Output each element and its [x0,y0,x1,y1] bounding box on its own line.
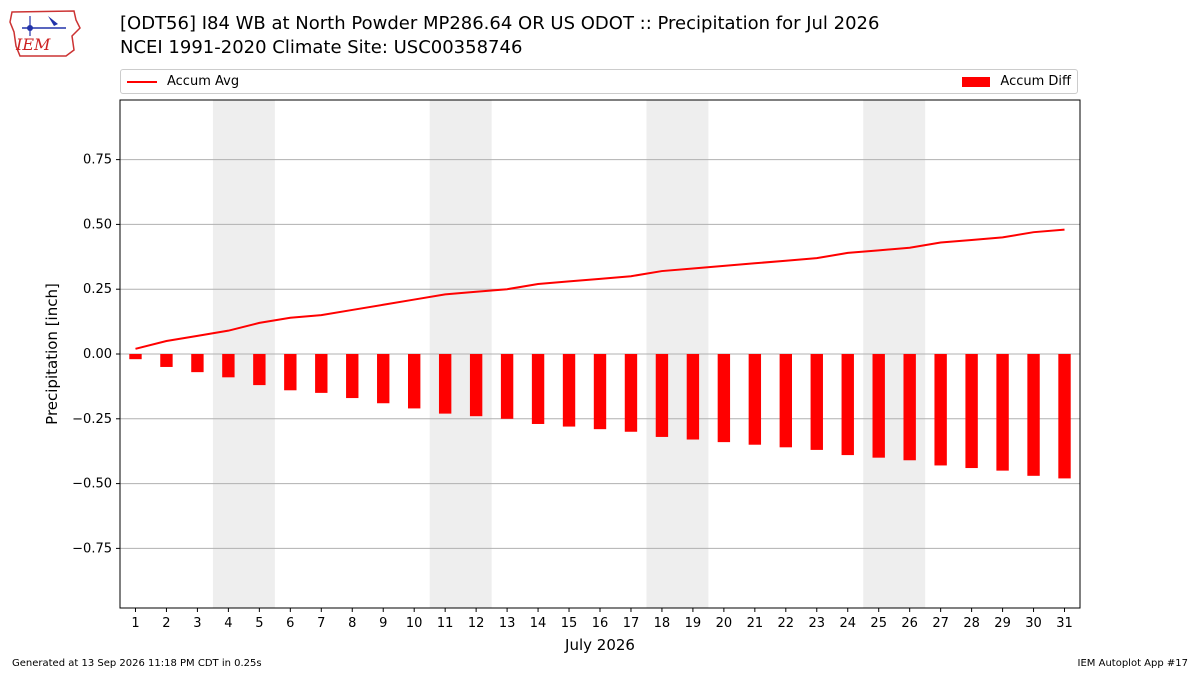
bar-accum-diff [655,354,669,437]
x-tick-label: 5 [255,616,263,631]
bar-accum-diff [408,354,421,409]
x-tick-label: 27 [932,616,949,631]
bar-accum-diff [346,354,359,399]
chart-title: [ODT56] I84 WB at North Powder MP286.64 … [120,13,880,34]
bar-accum-diff [996,354,1009,471]
bar-accum-diff [500,354,514,419]
weekend-band [429,100,492,608]
bar-accum-diff [562,354,576,427]
line-accum-avg [135,228,1065,350]
y-axis-label: Precipitation [inch] [43,283,61,425]
x-tick-label: 1 [131,616,139,631]
x-tick-label: 10 [406,616,423,631]
weekend-band [863,100,926,608]
x-axis-label: July 2026 [564,636,635,654]
legend-line-swatch [127,80,157,83]
x-tick-label: 19 [685,616,702,631]
x-tick-label: 16 [592,616,609,631]
bar-accum-diff [191,354,204,373]
bar-accum-diff [686,354,700,440]
x-tick-label: 20 [716,616,733,631]
x-tick-label: 3 [193,616,201,631]
bar-accum-diff [469,354,483,417]
x-tick-label: 6 [286,616,294,631]
legend-bar-swatch [962,76,991,87]
y-tick-label: −0.75 [72,541,112,556]
x-tick-label: 15 [561,616,578,631]
x-tick-label: 26 [901,616,918,631]
y-tick-label: 0.25 [83,282,112,297]
x-tick-label: 21 [747,616,764,631]
bar-accum-diff [160,354,173,367]
iem-logo: IEM [9,10,81,57]
x-tick-label: 8 [348,616,356,631]
bar-accum-diff [222,354,235,378]
x-tick-label: 7 [317,616,325,631]
x-tick-label: 2 [162,616,170,631]
x-tick-label: 14 [530,616,547,631]
bar-accum-diff [253,354,266,386]
x-tick-label: 17 [623,616,640,631]
y-tick-label: −0.50 [72,477,112,492]
chart-subtitle: NCEI 1991-2020 Climate Site: USC00358746 [120,37,523,58]
x-tick-label: 12 [468,616,485,631]
x-tick-label: 28 [963,616,980,631]
x-tick-label: 22 [778,616,795,631]
bar-accum-diff [872,354,885,458]
x-tick-label: 23 [809,616,826,631]
x-tick-label: 31 [1056,616,1073,631]
bar-accum-diff [315,354,328,393]
bar-accum-diff [1058,354,1071,479]
bar-accum-diff [284,354,297,391]
bar-accum-diff [748,354,762,445]
x-tick-label: 30 [1025,616,1042,631]
x-tick-label: 25 [870,616,887,631]
y-tick-label: 0.00 [83,347,112,362]
legend-item-accum-diff: Accum Diff [962,74,1071,89]
bar-accum-diff [934,354,947,466]
weekend-band [646,100,709,608]
bar-accum-diff [531,354,545,424]
svg-text:IEM: IEM [15,35,51,54]
plot-frame [119,99,1081,609]
bar-accum-diff [841,354,854,456]
weekend-band [212,100,275,608]
x-tick-label: 13 [499,616,516,631]
legend-item-accum-avg: Accum Avg [127,74,239,89]
bar-accum-diff [377,354,390,404]
x-tick-label: 11 [437,616,454,631]
app-credit: IEM Autoplot App #17 [1077,658,1188,669]
bar-accum-diff [1027,354,1040,476]
bar-accum-diff [717,354,731,443]
legend: Accum Avg Accum Diff [120,69,1078,94]
bar-accum-diff [810,354,823,450]
bar-accum-diff [779,354,792,448]
generated-timestamp: Generated at 13 Sep 2026 11:18 PM CDT in… [12,658,262,669]
bar-accum-diff [438,354,452,414]
x-tick-label: 9 [379,616,387,631]
x-tick-label: 18 [654,616,671,631]
legend-label-accum-avg: Accum Avg [167,74,240,89]
x-tick-label: 4 [224,616,232,631]
x-tick-label: 24 [839,616,856,631]
bar-accum-diff [624,354,638,432]
y-tick-label: −0.25 [72,412,112,427]
bar-accum-diff [965,354,978,469]
y-tick-label: 0.75 [83,153,112,168]
bar-accum-diff [593,354,607,430]
y-tick-label: 0.50 [83,217,112,232]
bar-accum-diff [903,354,916,461]
x-tick-label: 29 [994,616,1011,631]
bar-accum-diff [129,354,142,360]
legend-label-accum-diff: Accum Diff [1000,74,1071,89]
